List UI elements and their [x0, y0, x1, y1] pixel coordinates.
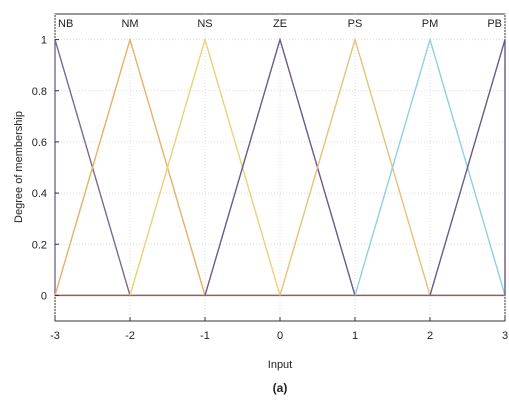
x-tick-label: 3 — [502, 330, 508, 342]
y-axis-label: Degree of membership — [13, 111, 25, 223]
x-ticks: -3 -2 -1 0 1 2 3 — [50, 317, 508, 342]
y-tick-label: 1 — [41, 35, 47, 47]
x-tick-label: 0 — [277, 330, 283, 342]
y-tick-label: 0.2 — [32, 239, 47, 251]
y-tick-label: 0.8 — [32, 86, 47, 98]
x-tick-label: 2 — [427, 330, 433, 342]
series-group — [54, 37, 506, 296]
mf-line-ps — [279, 37, 431, 296]
figure-caption: (a) — [273, 381, 288, 395]
x-tick-label: -2 — [125, 330, 135, 342]
mf-label-nb: NB — [58, 18, 73, 30]
y-ticks: 0 0.2 0.4 0.6 0.8 1 — [32, 35, 59, 302]
x-tick-label: 1 — [352, 330, 358, 342]
mf-line-pb — [429, 39, 506, 296]
y-tick-label: 0.6 — [32, 137, 47, 149]
mf-label-ps: PS — [348, 18, 363, 30]
mf-line-ns — [129, 37, 281, 296]
mf-line-nm — [54, 37, 206, 296]
mf-line-pm — [354, 37, 506, 296]
mf-line-ze — [204, 37, 356, 296]
y-tick-label: 0.4 — [32, 188, 47, 200]
y-tick-label: 0 — [41, 290, 47, 302]
x-axis-label: Input — [268, 359, 292, 371]
mf-label-ze: ZE — [273, 18, 287, 30]
mf-label-nm: NM — [121, 18, 138, 30]
x-tick-label: -1 — [200, 330, 210, 342]
mf-labels: NB NM NS ZE PS PM PB — [58, 18, 502, 30]
x-tick-label: -3 — [50, 330, 60, 342]
mf-label-ns: NS — [197, 18, 212, 30]
mf-label-pm: PM — [422, 18, 439, 30]
mf-label-pb: PB — [487, 18, 502, 30]
